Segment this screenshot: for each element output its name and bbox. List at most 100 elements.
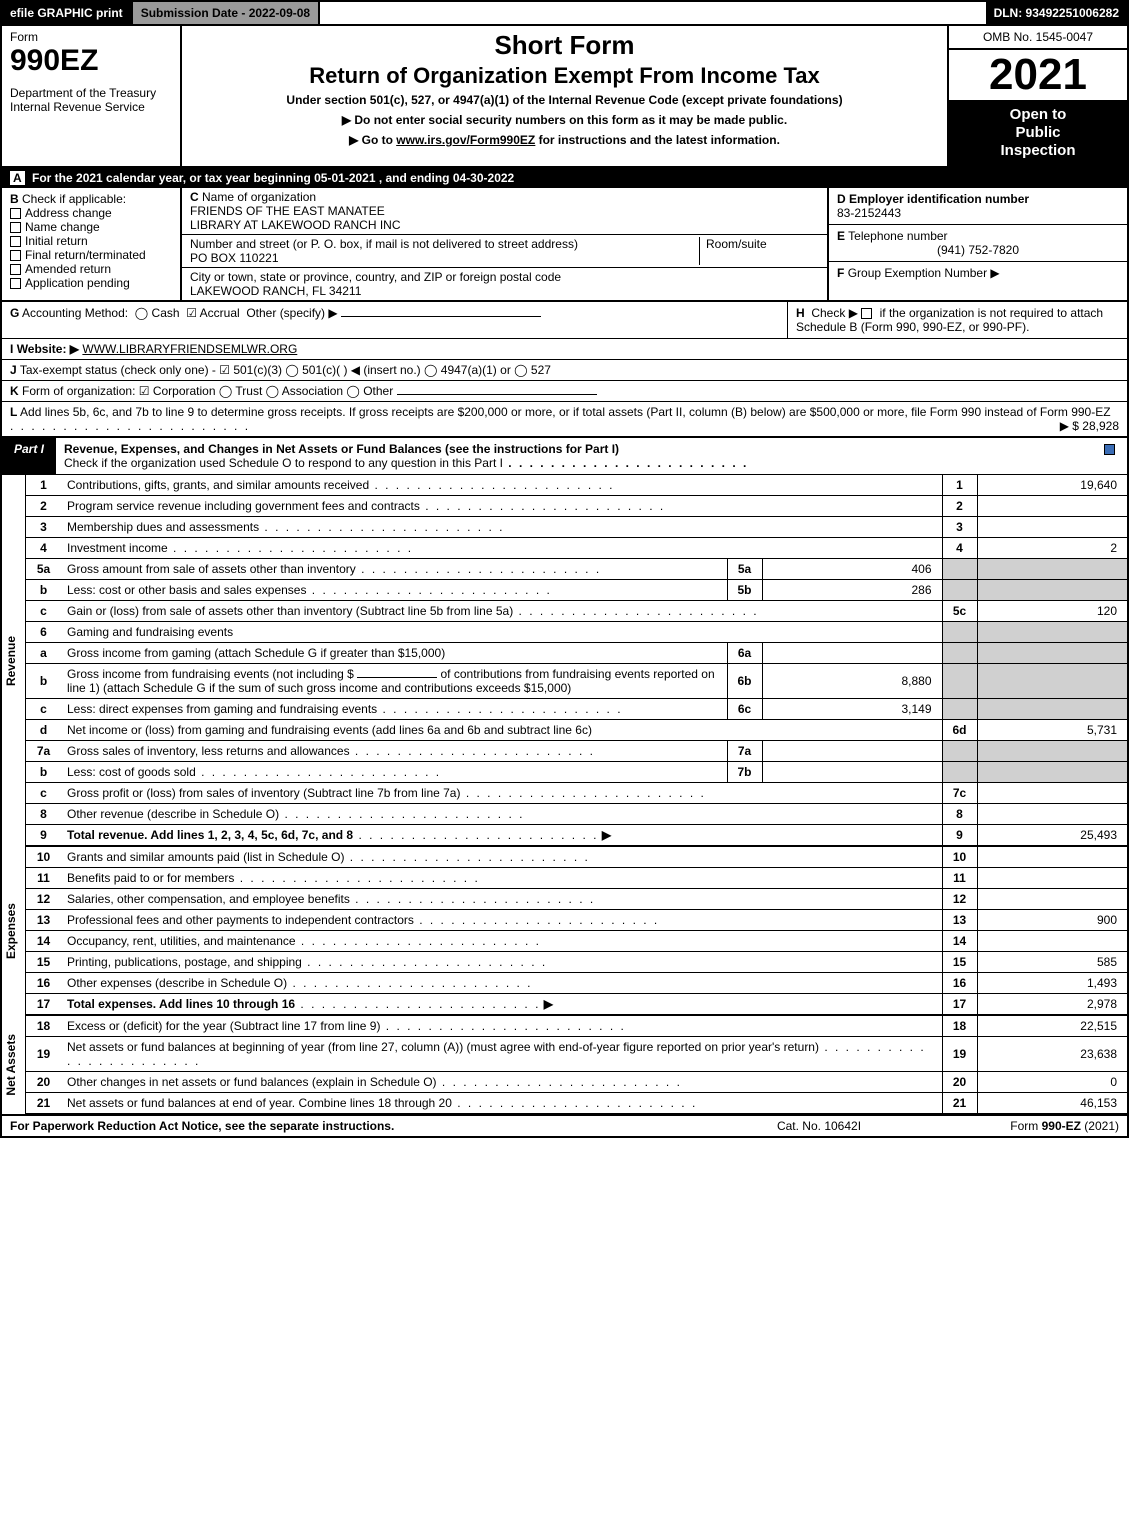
ein: 83-2152443 [837,206,901,220]
subtitle: Under section 501(c), 527, or 4947(a)(1)… [186,93,943,107]
section-j: J Tax-exempt status (check only one) - ☑… [0,360,1129,381]
section-h: H Check ▶ if the organization is not req… [787,302,1127,338]
chk-name-change[interactable] [10,222,21,233]
efile-label: efile GRAPHIC print [2,2,133,24]
ln-5a-shade2 [977,559,1127,580]
ln-3-side: 3 [942,517,977,538]
ln-2-side: 2 [942,496,977,517]
ln-15-amt: 585 [977,952,1127,973]
title-return: Return of Organization Exempt From Incom… [186,63,943,89]
revenue-table: 1Contributions, gifts, grants, and simil… [26,475,1127,847]
ln-10: 10 [26,847,61,868]
chk-initial-return[interactable] [10,236,21,247]
l-amount: ▶ $ 28,928 [1060,419,1119,433]
part-i-title-text: Revenue, Expenses, and Changes in Net As… [64,442,619,456]
ln-15-desc: Printing, publications, postage, and shi… [67,955,302,969]
g-other-field[interactable] [341,316,541,317]
e-label: Telephone number [848,229,947,243]
letter-b: B [10,192,19,206]
website[interactable]: WWW.LIBRARYFRIENDSEMLWR.ORG [82,342,297,356]
ln-11-desc: Benefits paid to or for members [67,871,234,885]
ln-6a-shade2 [977,643,1127,664]
ln-6d-amt: 5,731 [977,720,1127,741]
ln-6b-shade [942,664,977,699]
ln-5c-desc: Gain or (loss) from sale of assets other… [67,604,513,618]
ln-18-amt: 22,515 [977,1016,1127,1037]
ln-4-desc: Investment income [67,541,168,555]
chk-amended[interactable] [10,264,21,275]
ln-19-amt: 23,638 [977,1037,1127,1072]
row-a: A For the 2021 calendar year, or tax yea… [0,168,1129,188]
ln-3-desc: Membership dues and assessments [67,520,259,534]
ln-7b-iamt [762,762,942,783]
ln-14-desc: Occupancy, rent, utilities, and maintena… [67,934,296,948]
chk-schedule-o[interactable] [1104,444,1115,455]
ln-5a: 5a [26,559,61,580]
ln-21-desc: Net assets or fund balances at end of ye… [67,1096,452,1110]
ln-6c-shade2 [977,699,1127,720]
ln-7c: c [26,783,61,804]
ln-7b-desc: Less: cost of goods sold [67,765,196,779]
h-check-label: Check ▶ [811,306,858,320]
ln-19-side: 19 [942,1037,977,1072]
ln-20: 20 [26,1072,61,1093]
letter-h: H [796,306,805,320]
ln-6-shade2 [977,622,1127,643]
letter-c: C [190,190,199,204]
ln-2-amt [977,496,1127,517]
tax-year: 2021 [949,50,1127,100]
part-i-label: Part I [2,438,56,474]
ln-21-amt: 46,153 [977,1093,1127,1114]
header-right: OMB No. 1545-0047 2021 Open to Public In… [947,26,1127,166]
letter-j: J [10,363,17,377]
section-b-right: D Employer identification number 83-2152… [827,188,1127,300]
chk-address-change-label: Address change [25,206,112,220]
chk-pending-label: Application pending [25,276,130,290]
ln-3: 3 [26,517,61,538]
instruction-2: ▶ Go to www.irs.gov/Form990EZ for instru… [186,133,943,147]
g-other: Other (specify) ▶ [246,306,337,320]
footer-left: For Paperwork Reduction Act Notice, see … [10,1119,719,1133]
letter-g: G [10,306,19,320]
ln-18-side: 18 [942,1016,977,1037]
instruction-1: ▶ Do not enter social security numbers o… [186,113,943,127]
ln-7b: b [26,762,61,783]
header-center: Short Form Return of Organization Exempt… [182,26,947,166]
addr-label: Number and street (or P. O. box, if mail… [190,237,578,251]
letter-d: D [837,192,846,206]
ln-6a-desc: Gross income from gaming (attach Schedul… [67,646,445,660]
f-label: Group Exemption Number ▶ [848,266,1000,280]
ln-6b-iamt: 8,880 [762,664,942,699]
letter-i: I [10,342,13,356]
netassets-label-text: Net Assets [4,1034,24,1096]
ln-16-side: 16 [942,973,977,994]
ln-9-desc: Total revenue. Add lines 1, 2, 3, 4, 5c,… [67,828,353,842]
ln-12-side: 12 [942,889,977,910]
ln-13: 13 [26,910,61,931]
ln-5b-shade [942,580,977,601]
ln-19: 19 [26,1037,61,1072]
netassets-vlabel: Net Assets [2,1016,26,1114]
ln-12: 12 [26,889,61,910]
ln-4-side: 4 [942,538,977,559]
ln-6c-desc: Less: direct expenses from gaming and fu… [67,702,377,716]
ln-6b-blank[interactable] [357,677,437,678]
ln-6a-shade [942,643,977,664]
irs-link[interactable]: www.irs.gov/Form990EZ [396,133,535,147]
section-k: K Form of organization: ☑ Corporation ◯ … [0,381,1129,402]
ln-16: 16 [26,973,61,994]
chk-schedule-b[interactable] [861,308,872,319]
part-i-sub: Check if the organization used Schedule … [64,456,503,470]
part-i-title: Revenue, Expenses, and Changes in Net As… [56,438,1096,474]
ln-1-desc: Contributions, gifts, grants, and simila… [67,478,369,492]
open-public: Open to Public Inspection [949,100,1127,166]
ln-11: 11 [26,868,61,889]
chk-pending[interactable] [10,278,21,289]
org-name: FRIENDS OF THE EAST MANATEE LIBRARY AT L… [190,204,401,232]
chk-address-change[interactable] [10,208,21,219]
ln-13-amt: 900 [977,910,1127,931]
chk-final-return[interactable] [10,250,21,261]
k-other-field[interactable] [397,394,597,395]
letter-a: A [10,171,25,185]
ln-16-desc: Other expenses (describe in Schedule O) [67,976,287,990]
